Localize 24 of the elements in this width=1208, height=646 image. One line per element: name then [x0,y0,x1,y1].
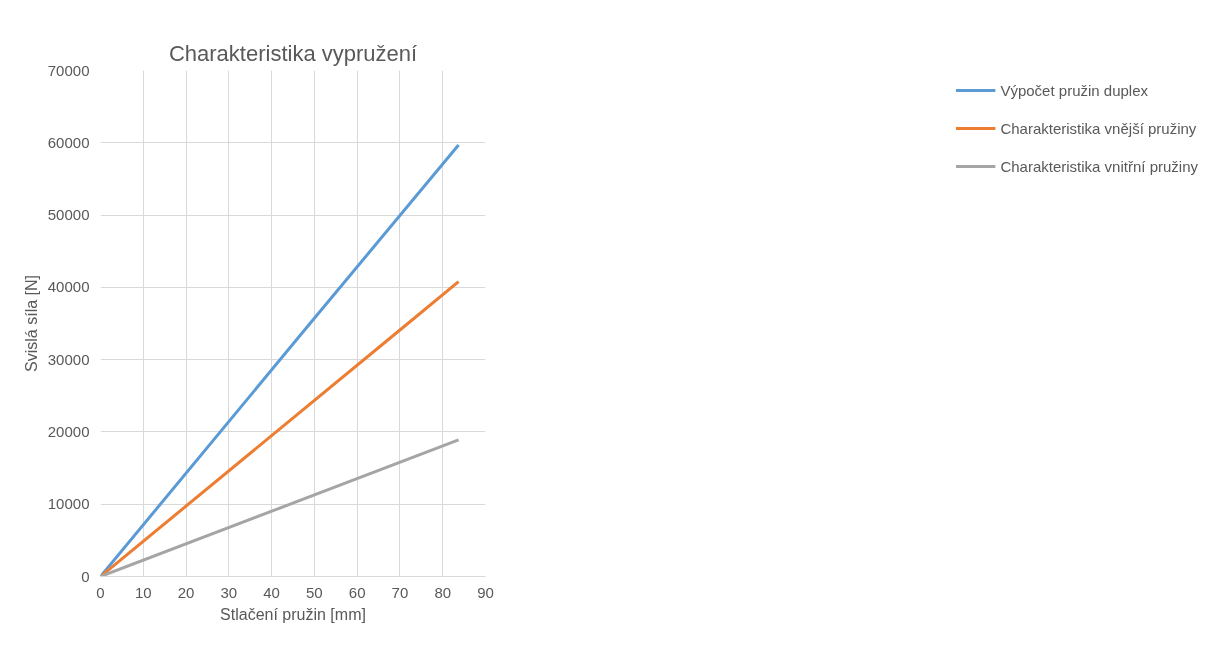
y-tick-label: 30000 [47,350,90,368]
x-tick-label: 90 [477,583,494,601]
y-tick-label: 60000 [47,133,90,151]
y-tick-label: 40000 [47,278,90,296]
x-tick-label: 10 [134,583,152,601]
y-tick-label: 0 [81,567,90,585]
y-tick-label: 70000 [47,61,90,79]
chart-title: Charakteristika vypružení [168,40,418,66]
y-axis-title: Svislá síla [N] [22,275,40,372]
x-tick-label: 50 [306,583,323,601]
x-tick-label: 70 [391,583,409,601]
y-tick-label: 10000 [47,495,90,513]
legend-label: Charakteristika vnější pružiny [1000,119,1197,137]
x-tick-label: 40 [263,583,280,601]
x-tick-label: 60 [348,583,366,601]
x-tick-label: 20 [177,583,195,601]
y-tick-label: 50000 [47,206,90,224]
y-tick-label: 20000 [47,422,90,440]
x-tick-label: 30 [220,583,238,601]
x-tick-label: 0 [96,583,105,601]
legend-label: Charakteristika vnitřní pružiny [1000,157,1198,175]
legend-label: Výpočet pružin duplex [1000,81,1149,99]
x-tick-label: 80 [434,583,452,601]
x-axis-title: Stlačení pružin [mm] [220,605,366,623]
